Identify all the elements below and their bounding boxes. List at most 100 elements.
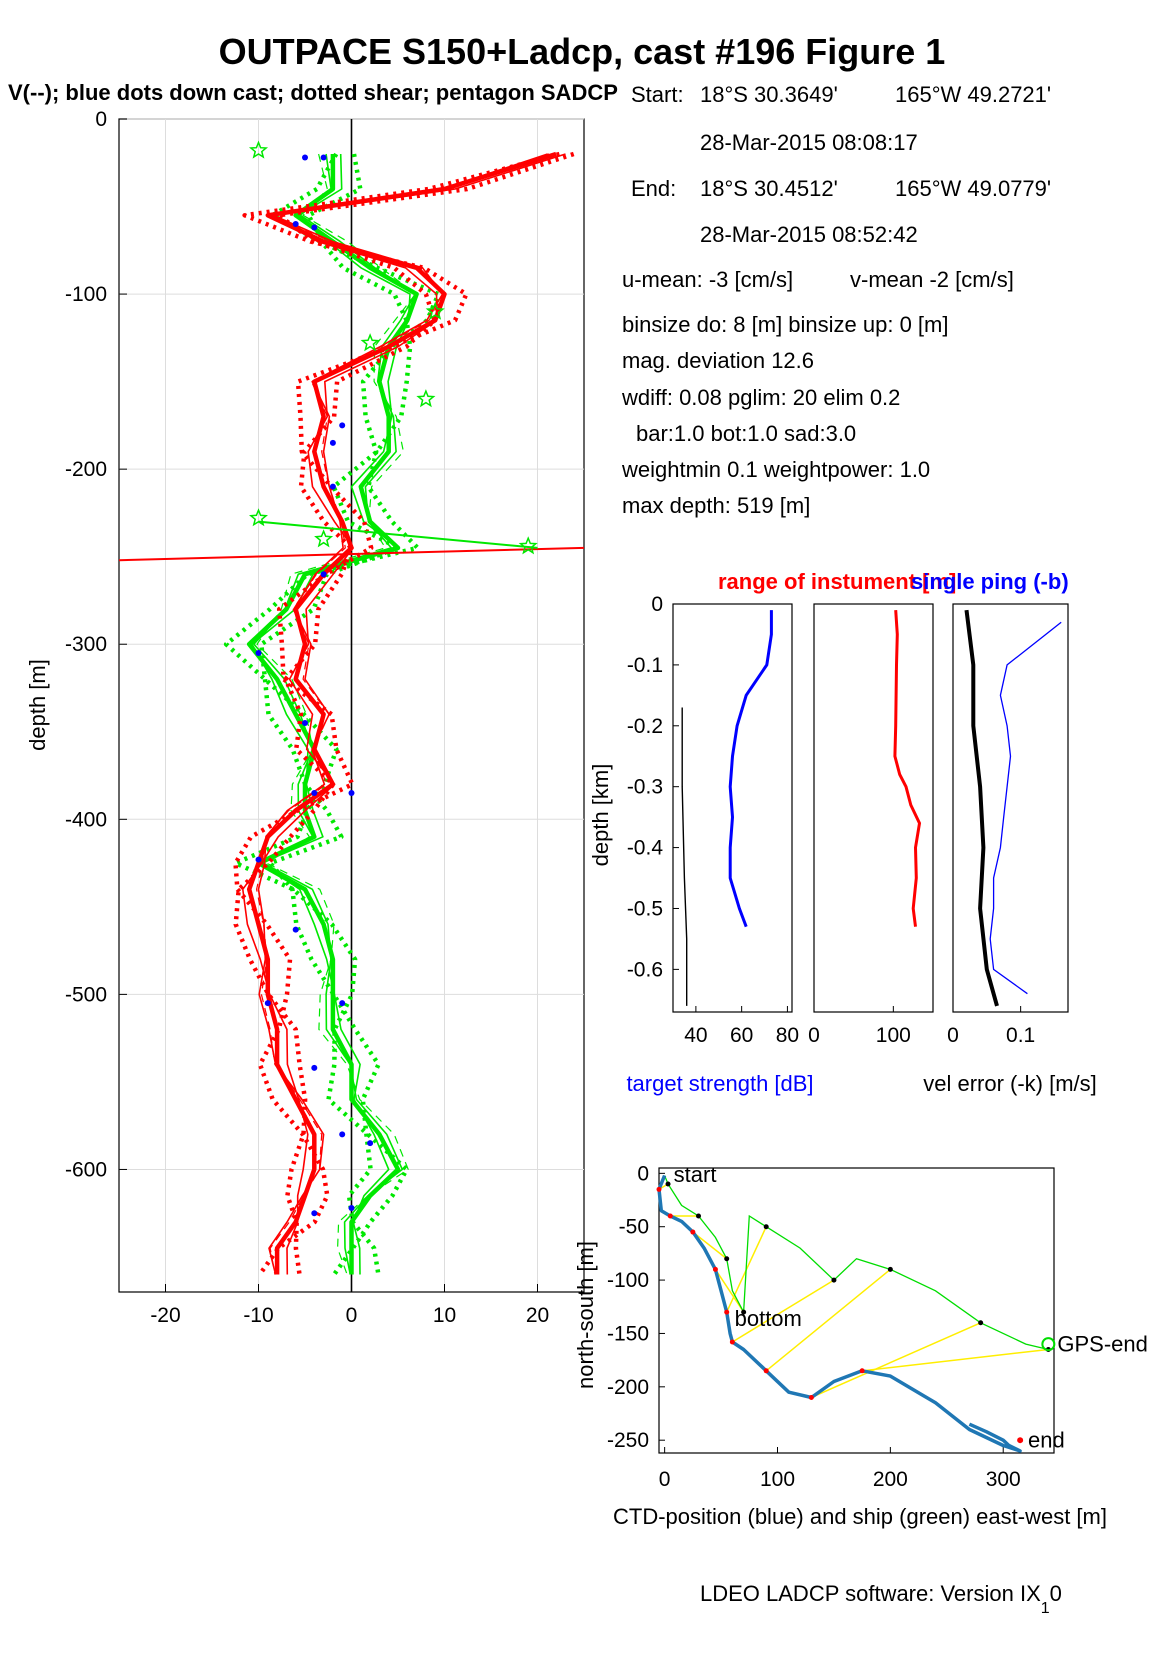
- ship-point: [978, 1320, 984, 1326]
- ctd-point: [656, 1186, 662, 1192]
- ship-ctd-link: [765, 1268, 891, 1372]
- y-tick-label: 0: [95, 108, 107, 131]
- x-tick-label: 0.1: [1006, 1024, 1035, 1047]
- target-strength-plot: 40 60 80 0 -0.1 -0.2 -0.3 -0.4 -0.5 -0.6: [627, 593, 799, 1047]
- bottom-label: bottom: [735, 1306, 802, 1331]
- y-tick-label: -0.3: [627, 776, 663, 799]
- ship-track: [663, 1175, 1049, 1351]
- ctd-position-plot: 0 100 200 300 0 -50 -100 -150 -200 -250 start botto…: [607, 1162, 1148, 1491]
- ctd-point: [729, 1339, 735, 1345]
- mag-deviation: mag. deviation 12.6: [622, 348, 814, 373]
- single-ping-line: [989, 621, 1062, 995]
- downcast-dot: [367, 1140, 374, 1147]
- ping-plot-frame: [952, 603, 1069, 1013]
- range-panel-title: range of instument [m]: [718, 569, 956, 594]
- ship-point: [887, 1266, 893, 1272]
- ship-ctd-link: [862, 1348, 1049, 1372]
- software-version: LDEO LADCP software: Version IX10: [700, 1581, 1062, 1617]
- software-version-tail: 0: [1050, 1581, 1062, 1606]
- start-lon: 165°W 49.2721': [895, 82, 1051, 107]
- x-tick-label: 300: [986, 1468, 1021, 1491]
- sadcp-pentagon: [248, 508, 269, 527]
- downcast-dot: [339, 1000, 346, 1007]
- ping-panel-title: single ping (-b): [911, 569, 1069, 594]
- downcast-dot: [292, 221, 299, 228]
- end-label: end: [1028, 1428, 1065, 1453]
- y-tick-label: -200: [65, 458, 107, 481]
- x-tick-label: 60: [730, 1024, 753, 1047]
- v-velocity-line: [223, 152, 441, 1276]
- downcast-dot: [348, 1204, 355, 1211]
- downcast-dot: [339, 422, 346, 429]
- y-tick-label: -200: [607, 1376, 649, 1399]
- y-tick-label: 0: [651, 593, 663, 616]
- x-tick-label: 0: [947, 1024, 959, 1047]
- sadcp-pentagon: [425, 301, 445, 320]
- u-velocity-line: [233, 151, 560, 1276]
- v-velocity-line: [256, 153, 417, 1275]
- weight-settings: weightmin 0.1 weightpower: 1.0: [621, 457, 930, 482]
- downcast-dot: [329, 439, 336, 446]
- sadcp-pentagon: [248, 140, 269, 159]
- downcast-dot: [302, 720, 308, 727]
- u-velocity-line: [233, 151, 575, 1275]
- v-spike-line: [258, 520, 538, 549]
- cast-info-panel: Start: 18°S 30.3649' 165°W 49.2721' 28-M…: [621, 82, 1051, 518]
- downcast-dot: [311, 1210, 318, 1217]
- gps-end-marker: [1041, 1337, 1056, 1352]
- downcast-dot: [329, 483, 336, 490]
- ship-ctd-link: [714, 1268, 745, 1313]
- x-tick-label: 0: [346, 1304, 358, 1327]
- y-tick-label: -0.1: [627, 654, 663, 677]
- ctd-point: [667, 1213, 673, 1219]
- ping-xlabel: vel error (-k) [m/s]: [923, 1071, 1097, 1096]
- downcast-dot: [320, 571, 327, 578]
- x-tick-label: 10: [433, 1304, 456, 1327]
- y-tick-label: -600: [65, 1158, 107, 1181]
- y-tick-label: -100: [65, 283, 107, 306]
- ctd-point: [690, 1229, 696, 1235]
- ship-point: [696, 1213, 701, 1219]
- ts-xlabel: target strength [dB]: [626, 1071, 813, 1096]
- ship-ctd-link: [811, 1322, 981, 1399]
- y-tick-label: -100: [607, 1269, 649, 1292]
- y-tick-label: -400: [65, 808, 107, 831]
- x-tick-label: 200: [873, 1468, 908, 1491]
- ctd-point: [763, 1368, 769, 1374]
- downcast-dot: [339, 1131, 346, 1138]
- y-tick-label: 0: [637, 1162, 649, 1185]
- ctd-point: [724, 1309, 730, 1315]
- ctd-point: [808, 1394, 814, 1400]
- ship-point: [741, 1309, 747, 1315]
- ship-point: [831, 1277, 837, 1283]
- u-velocity-line: [242, 153, 566, 1275]
- downcast-dot: [292, 926, 299, 933]
- pos-ylabel: north-south [m]: [573, 1241, 598, 1389]
- main-ylabel: depth [m]: [25, 659, 50, 751]
- start-label: start: [674, 1162, 717, 1187]
- y-tick-label: -0.5: [627, 897, 663, 920]
- end-lon: 165°W 49.0779': [895, 176, 1051, 201]
- range-line: [893, 610, 922, 927]
- ship-point: [763, 1224, 769, 1230]
- downcast-dot: [302, 154, 308, 161]
- v-mean: v-mean -2 [cm/s]: [850, 267, 1014, 292]
- x-tick-label: 20: [526, 1304, 549, 1327]
- u-spike-line: [118, 546, 585, 562]
- downcast-dot: [311, 790, 318, 797]
- downcast-dot: [311, 224, 318, 231]
- gps-end-label: GPS-end: [1057, 1332, 1148, 1357]
- software-version-sub: 1: [1041, 1600, 1050, 1617]
- y-tick-label: -300: [65, 633, 107, 656]
- x-tick-label: -10: [243, 1304, 273, 1327]
- target-strength-line: [728, 610, 773, 928]
- y-tick-label: -0.2: [627, 715, 663, 738]
- u-mean: u-mean: -3 [cm/s]: [622, 267, 793, 292]
- start-time: 28-Mar-2015 08:08:17: [700, 130, 918, 155]
- end-time: 28-Mar-2015 08:52:42: [700, 222, 918, 247]
- y-tick-label: -150: [607, 1322, 649, 1345]
- downcast-dot: [264, 1000, 271, 1007]
- end-lat: 18°S 30.4512': [700, 176, 838, 201]
- sadcp-pentagon: [314, 529, 334, 548]
